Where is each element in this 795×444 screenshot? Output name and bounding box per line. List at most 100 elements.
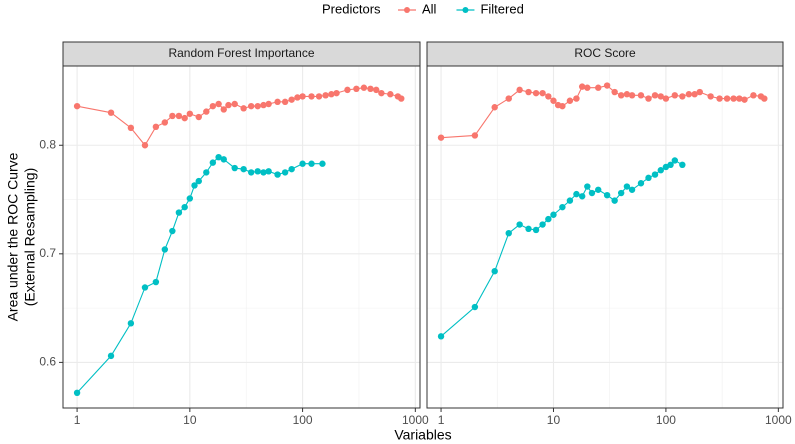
point: [559, 203, 566, 211]
point: [471, 303, 479, 311]
point: [573, 190, 580, 198]
x-tick-label: 10: [547, 413, 561, 427]
point: [545, 215, 552, 223]
point: [667, 161, 674, 168]
point: [603, 192, 611, 199]
point: [231, 164, 238, 172]
legend-title: Predictors: [322, 1, 381, 16]
point: [645, 95, 652, 102]
point: [578, 193, 586, 200]
point: [559, 102, 566, 110]
point: [141, 284, 149, 291]
point: [651, 171, 659, 178]
point: [220, 106, 227, 113]
x-tick-label: 1: [438, 413, 445, 427]
point: [281, 169, 289, 176]
point: [315, 93, 323, 100]
point: [584, 183, 591, 190]
point: [707, 93, 714, 100]
y-tick-label: 0.8: [39, 137, 56, 151]
point: [584, 84, 591, 91]
point: [308, 160, 315, 167]
point: [328, 91, 335, 98]
point: [181, 203, 188, 211]
point: [578, 83, 586, 90]
point: [525, 88, 532, 96]
strip: [426, 41, 784, 67]
point: [107, 109, 115, 116]
point: [637, 92, 645, 99]
point: [588, 189, 596, 197]
point: [73, 389, 81, 396]
point: [152, 278, 160, 286]
point: [696, 88, 703, 96]
point: [299, 93, 306, 100]
point: [344, 86, 351, 94]
point: [691, 91, 698, 98]
point: [288, 96, 295, 103]
point: [471, 132, 479, 139]
y-tick-label: 0.7: [39, 246, 56, 260]
point: [260, 101, 267, 109]
point: [628, 186, 636, 193]
legend-key-dot: [462, 7, 469, 13]
point: [671, 92, 679, 99]
point: [662, 95, 670, 102]
point: [603, 82, 611, 89]
x-tick-label: 10: [183, 413, 197, 427]
point: [353, 85, 360, 93]
point: [215, 154, 222, 161]
point: [566, 97, 574, 104]
point: [191, 182, 198, 189]
point: [657, 93, 664, 100]
panel-border: [426, 65, 784, 409]
point: [611, 197, 618, 204]
point: [274, 98, 281, 106]
point: [161, 246, 169, 253]
x-tick-label: 100: [656, 413, 676, 427]
point: [685, 91, 693, 98]
point: [169, 112, 176, 120]
point: [73, 102, 81, 110]
point: [532, 89, 540, 97]
x-tick-label: 1000: [765, 413, 792, 427]
y-axis-title: Area under the ROC Curve: [5, 152, 21, 321]
point: [573, 95, 580, 102]
point: [367, 85, 374, 93]
point: [220, 156, 227, 163]
strip: [62, 41, 421, 67]
point: [240, 165, 247, 173]
point: [723, 95, 731, 102]
point: [378, 89, 385, 97]
point: [516, 221, 523, 228]
panel-background: [427, 66, 783, 408]
point: [152, 123, 160, 130]
point: [628, 92, 636, 99]
x-axis-title: Variables: [394, 427, 451, 443]
point: [175, 209, 183, 216]
point: [141, 142, 149, 149]
point: [637, 180, 645, 187]
point: [288, 165, 295, 173]
point: [716, 95, 723, 102]
point: [274, 171, 281, 178]
point: [175, 112, 183, 120]
point: [595, 186, 602, 193]
point: [736, 95, 743, 102]
point: [398, 95, 405, 102]
point: [545, 93, 552, 100]
point: [299, 160, 306, 167]
point: [617, 92, 625, 99]
point: [203, 169, 210, 176]
point: [333, 89, 340, 97]
legend-key-dot: [404, 7, 410, 13]
point: [247, 169, 255, 176]
point: [186, 110, 194, 117]
panel-background: [63, 66, 420, 408]
point: [260, 169, 267, 176]
point: [550, 211, 557, 218]
point: [623, 183, 631, 190]
point: [195, 177, 202, 185]
point: [308, 93, 315, 100]
